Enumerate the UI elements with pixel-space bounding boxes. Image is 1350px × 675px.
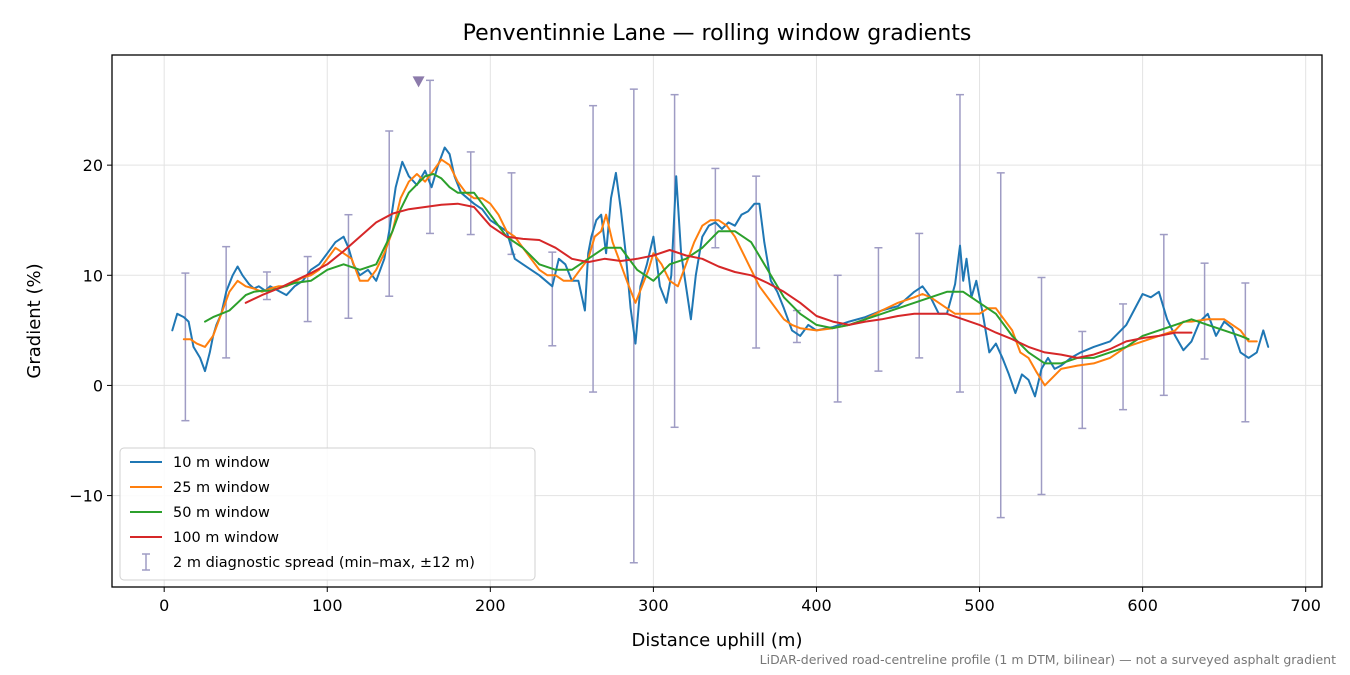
x-tick-label: 0: [159, 596, 169, 615]
x-tick-label: 200: [475, 596, 506, 615]
y-axis-label: Gradient (%): [24, 263, 45, 378]
series-line-50m: [204, 173, 1250, 365]
error-bar: [670, 93, 679, 429]
plot-area: [111, 54, 1323, 588]
error-bar: [589, 104, 598, 393]
error-bar: [874, 247, 883, 372]
x-tick-label: 500: [964, 596, 995, 615]
error-bar: [955, 93, 964, 393]
x-tick-label: 300: [638, 596, 669, 615]
error-bar: [1241, 282, 1250, 423]
y-tick-label: −10: [69, 487, 103, 506]
legend-label: 25 m window: [173, 480, 270, 496]
x-tick-label: 100: [312, 596, 343, 615]
axis-ticks: 0 100 200 300 400 500 600 700 −10 0 10 20: [69, 156, 1321, 615]
legend-box: [119, 447, 536, 581]
error-bar: [1078, 330, 1087, 430]
legend-label: 2 m diagnostic spread (min–max, ±12 m): [173, 555, 475, 571]
error-bar: [262, 271, 271, 301]
y-tick-label: 20: [83, 156, 103, 175]
grid: [112, 55, 1322, 587]
error-bar: [1119, 303, 1128, 411]
x-axis-label: Distance uphill (m): [632, 630, 803, 651]
footnote: LiDAR-derived road-centreline profile (1…: [760, 652, 1336, 667]
y-tick-label: 10: [83, 266, 103, 285]
error-bar: [303, 255, 312, 323]
legend: 10 m window 25 m window 50 m window 100 m w…: [119, 447, 536, 581]
series-line-10m: [171, 146, 1270, 398]
legend-label: 50 m window: [173, 505, 270, 521]
x-tick-label: 600: [1127, 596, 1158, 615]
y-tick-label: 0: [93, 376, 103, 395]
legend-label: 10 m window: [173, 455, 270, 471]
error-bar: [1200, 262, 1209, 360]
peak-marker-triangle: [412, 76, 425, 88]
series-line-100m: [244, 202, 1193, 359]
error-bar: [385, 130, 394, 297]
error-bar: [752, 175, 761, 349]
error-bar: [548, 251, 557, 347]
legend-label: 100 m window: [173, 530, 279, 546]
error-bar: [181, 272, 190, 422]
series-lines: [171, 146, 1270, 398]
x-tick-label: 700: [1290, 596, 1321, 615]
series-line-25m: [182, 158, 1258, 387]
error-bar: [1159, 233, 1168, 397]
error-bar: [1037, 276, 1046, 496]
peak-marker: [412, 76, 425, 88]
chart-title: Penventinnie Lane — rolling window gradi…: [463, 21, 972, 46]
error-bar: [996, 172, 1005, 519]
error-bar: [833, 274, 842, 403]
error-bar: [425, 79, 434, 235]
x-tick-label: 400: [801, 596, 832, 615]
